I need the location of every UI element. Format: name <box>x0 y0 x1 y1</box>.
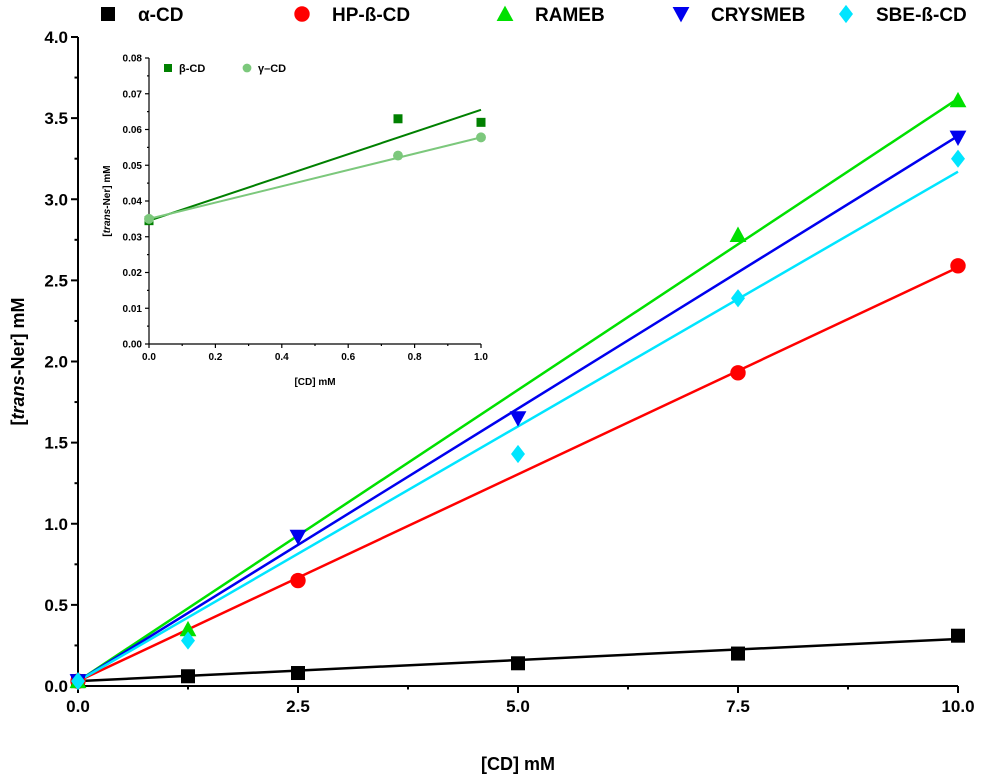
main-plot: 0.0 2.5 5.0 7.5 10.0 0.0 0.5 1.0 1.5 2.0 2.5 3.0 3.5… <box>8 5 975 774</box>
x-tick-label: 0.4 <box>275 352 289 363</box>
fit-line <box>77 266 959 683</box>
legend-marker <box>294 6 310 22</box>
data-point <box>731 646 745 661</box>
y-tick-label: 3.5 <box>44 109 68 128</box>
legend-label: HP-ß-CD <box>332 5 410 26</box>
y-axis-label-part: [ <box>102 233 113 237</box>
legend-label: CRYSMEB <box>711 5 805 26</box>
y-axis-label-part: -Ner] mM <box>8 297 28 375</box>
data-point <box>509 411 527 427</box>
data-point <box>511 444 525 464</box>
x-tick-label: 0.2 <box>208 352 222 363</box>
y-tick-label: 3.0 <box>44 190 68 209</box>
x-axis-label: [CD] mM <box>294 377 335 388</box>
x-tick-label: 0.0 <box>66 697 90 716</box>
x-tick-label: 5.0 <box>506 697 530 716</box>
x-tick-label: 2.5 <box>286 697 310 716</box>
data-point <box>289 529 307 546</box>
x-tick-label: 7.5 <box>726 697 750 716</box>
data-point <box>949 91 967 108</box>
y-tick-label: 1.5 <box>44 434 68 453</box>
y-axis-label-part: trans <box>102 208 113 233</box>
data-point <box>950 258 966 274</box>
x-tick-label: 10.0 <box>941 697 974 716</box>
legend-marker <box>101 7 115 21</box>
y-tick-label: 0.07 <box>123 89 143 100</box>
x-tick-label: 0.6 <box>341 352 355 363</box>
y-axis-label: [trans-Ner] mM <box>8 297 28 425</box>
data-point <box>476 132 486 143</box>
data-point <box>729 226 747 242</box>
y-axis-label-part: trans <box>8 376 28 420</box>
data-point <box>393 150 403 161</box>
y-tick-label: 0.00 <box>123 340 143 351</box>
fit-line <box>77 97 959 683</box>
data-point <box>179 620 197 637</box>
y-tick-label: 2.5 <box>44 271 68 290</box>
data-point <box>951 149 965 168</box>
y-tick-label: 0.08 <box>123 54 143 65</box>
data-point <box>951 628 965 643</box>
legend-marker <box>672 7 690 23</box>
data-point <box>393 114 403 124</box>
inset-plot: 0.0 0.2 0.4 0.6 0.8 1.0 0.00 0.01 0.02 0.03 0.04 0.… <box>102 54 488 388</box>
y-axis-label: [trans-Ner] mM <box>102 165 113 236</box>
x-axis-label: [CD] mM <box>481 754 555 774</box>
y-tick-label: 0.5 <box>44 596 68 615</box>
legend-marker <box>242 63 252 73</box>
x-tick-label: 1.0 <box>474 352 488 363</box>
data-point <box>511 656 525 671</box>
legend-label: γ–CD <box>258 63 286 75</box>
data-point <box>181 669 195 684</box>
data-point <box>730 365 746 381</box>
x-tick-label: 0.0 <box>142 352 156 363</box>
y-tick-label: 0.0 <box>44 677 68 696</box>
data-point <box>731 289 745 308</box>
legend-marker <box>496 5 514 21</box>
x-tick-label: 0.8 <box>408 352 422 363</box>
legend-label: SBE-ß-CD <box>876 5 967 26</box>
data-point <box>291 666 305 681</box>
fit-line <box>148 136 482 220</box>
y-tick-label: 2.0 <box>44 353 68 372</box>
y-tick-label: 0.06 <box>123 125 143 136</box>
legend-label: β-CD <box>179 63 205 75</box>
data-point <box>290 572 306 589</box>
data-point <box>71 672 85 691</box>
legend-label: α-CD <box>138 5 183 26</box>
y-tick-label: 0.03 <box>123 232 143 243</box>
y-tick-label: 0.05 <box>123 161 143 172</box>
data-point <box>144 213 154 224</box>
legend-marker <box>839 4 853 24</box>
y-tick-label: 0.02 <box>123 268 143 279</box>
y-tick-label: 0.01 <box>123 304 143 315</box>
data-point <box>476 117 486 127</box>
legend-marker <box>164 64 172 72</box>
y-axis-label-part: -Ner] mM <box>102 165 113 208</box>
y-tick-label: 1.0 <box>44 515 68 534</box>
data-point <box>181 631 195 650</box>
fit-line <box>148 108 482 222</box>
y-axis-label-part: [ <box>8 420 28 426</box>
data-point <box>949 130 967 146</box>
y-tick-label: 4.0 <box>44 28 68 47</box>
y-tick-label: 0.04 <box>123 197 143 208</box>
legend-label: RAMEB <box>535 5 605 26</box>
fit-line <box>77 134 959 683</box>
